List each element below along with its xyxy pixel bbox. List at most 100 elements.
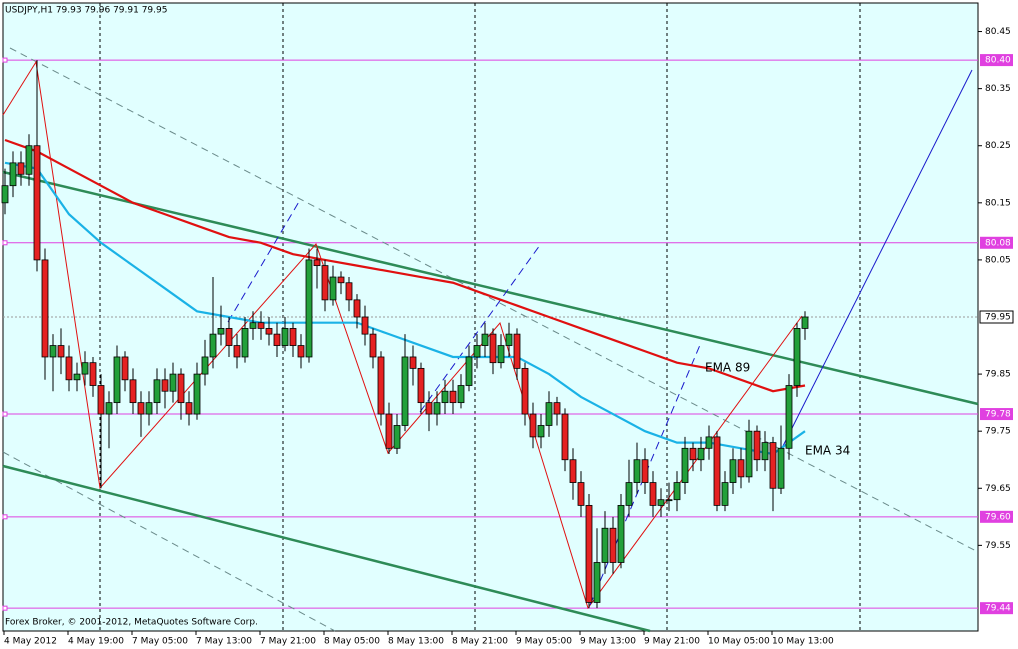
candle-body	[321, 265, 329, 301]
candle-body	[273, 333, 281, 346]
candle-body	[417, 367, 425, 404]
candle-body	[105, 402, 113, 415]
candles	[1, 60, 809, 609]
chart-title: USDJPY,H1 79.93 79.96 79.91 79.95	[5, 6, 167, 16]
y-tick-label: 79.65	[985, 484, 1011, 494]
channel-line	[2, 464, 651, 633]
candle-body	[537, 425, 545, 438]
candle-body	[625, 482, 633, 506]
candle-body	[329, 276, 337, 301]
candle-body	[641, 459, 649, 483]
candle-body	[497, 345, 505, 364]
x-tick-label: 9 May 05:00	[516, 637, 572, 647]
x-tick-label: 9 May 21:00	[644, 637, 700, 647]
candle-body	[185, 402, 193, 415]
bid-label-box	[979, 310, 1014, 324]
level-label-box	[980, 602, 1013, 615]
levels	[2, 57, 978, 611]
candle-body	[689, 447, 697, 461]
candle-body	[17, 162, 25, 175]
y-tick-label: 80.35	[985, 84, 1011, 94]
candle-body	[121, 356, 129, 381]
candle-body	[361, 316, 369, 335]
x-tick-label: 8 May 21:00	[452, 637, 508, 647]
candle-body	[33, 145, 41, 261]
candle-body	[801, 316, 809, 329]
candle-body	[593, 562, 601, 603]
ema-line	[4, 138, 806, 393]
x-tick-label: 4 May 19:00	[68, 637, 124, 647]
blue-dashed	[419, 244, 541, 413]
candle-body	[481, 333, 489, 346]
candle-body	[161, 379, 169, 392]
y-tick-label: 79.75	[985, 427, 1011, 437]
candle-body	[657, 499, 665, 506]
x-tick-label: 8 May 13:00	[388, 637, 444, 647]
dashed-trendline	[2, 451, 336, 632]
candle-body	[545, 402, 553, 426]
candle-body	[281, 328, 289, 346]
candle-body	[737, 459, 745, 478]
zigzag	[2, 60, 803, 610]
candle-body	[225, 328, 233, 346]
candle-body	[721, 482, 729, 506]
candle-body	[153, 379, 161, 404]
level-label-box	[980, 510, 1013, 523]
x-tick-label: 10 May 13:00	[772, 637, 834, 647]
blue-dashed	[589, 344, 701, 606]
candle-body	[393, 425, 401, 449]
candle-body	[113, 356, 121, 404]
candle-body	[289, 328, 297, 346]
candle-body	[697, 447, 705, 461]
dashed-trendline	[9, 47, 979, 553]
axis: 80.45 80.35 80.25 80.15 80.05 79.85 79.75 79.65…	[3, 27, 1014, 647]
candle-body	[41, 259, 49, 358]
candle-body	[1, 185, 9, 204]
level-marker	[2, 605, 8, 611]
candle-body	[73, 373, 81, 381]
candle-body	[601, 527, 609, 563]
x-tick-label: 7 May 05:00	[132, 637, 188, 647]
candle-body	[193, 373, 201, 415]
candle-body	[673, 482, 681, 501]
candle-body	[433, 402, 441, 415]
candle-body	[25, 145, 33, 175]
candle-body	[145, 402, 153, 415]
candle-body	[201, 356, 209, 375]
candle-body	[49, 345, 57, 358]
candle-body	[617, 504, 625, 563]
level-label: 79.78	[985, 410, 1011, 420]
candle-body	[569, 459, 577, 483]
candle-body	[465, 356, 473, 386]
candle-body	[313, 259, 321, 267]
level-label: 80.08	[985, 238, 1011, 248]
drawings	[2, 47, 979, 633]
candle-body	[9, 162, 17, 187]
y-tick-label: 80.25	[985, 141, 1011, 151]
level-label-box	[980, 236, 1013, 249]
candle-body	[241, 328, 249, 358]
candle-body	[473, 345, 481, 358]
candle-body	[257, 322, 265, 329]
level-label: 79.60	[985, 512, 1011, 522]
level-label: 79.44	[985, 604, 1011, 614]
candle-body	[441, 390, 449, 404]
candle-body	[649, 482, 657, 506]
candle-body	[553, 402, 561, 415]
candle-body	[489, 333, 497, 364]
candle-body	[369, 333, 377, 358]
candle-body	[529, 413, 537, 438]
y-tick-label: 80.45	[985, 27, 1011, 37]
candle-body	[337, 276, 345, 284]
x-tick-label: 7 May 21:00	[260, 637, 316, 647]
candle-body	[521, 367, 529, 415]
level-marker	[2, 240, 8, 246]
blue-trendline	[779, 69, 973, 453]
candle-body	[401, 356, 409, 426]
candle-body	[713, 436, 721, 506]
candle-body	[505, 333, 513, 346]
bid-label: 79.95	[985, 313, 1011, 323]
level-marker	[2, 57, 8, 63]
candle-body	[793, 328, 801, 386]
